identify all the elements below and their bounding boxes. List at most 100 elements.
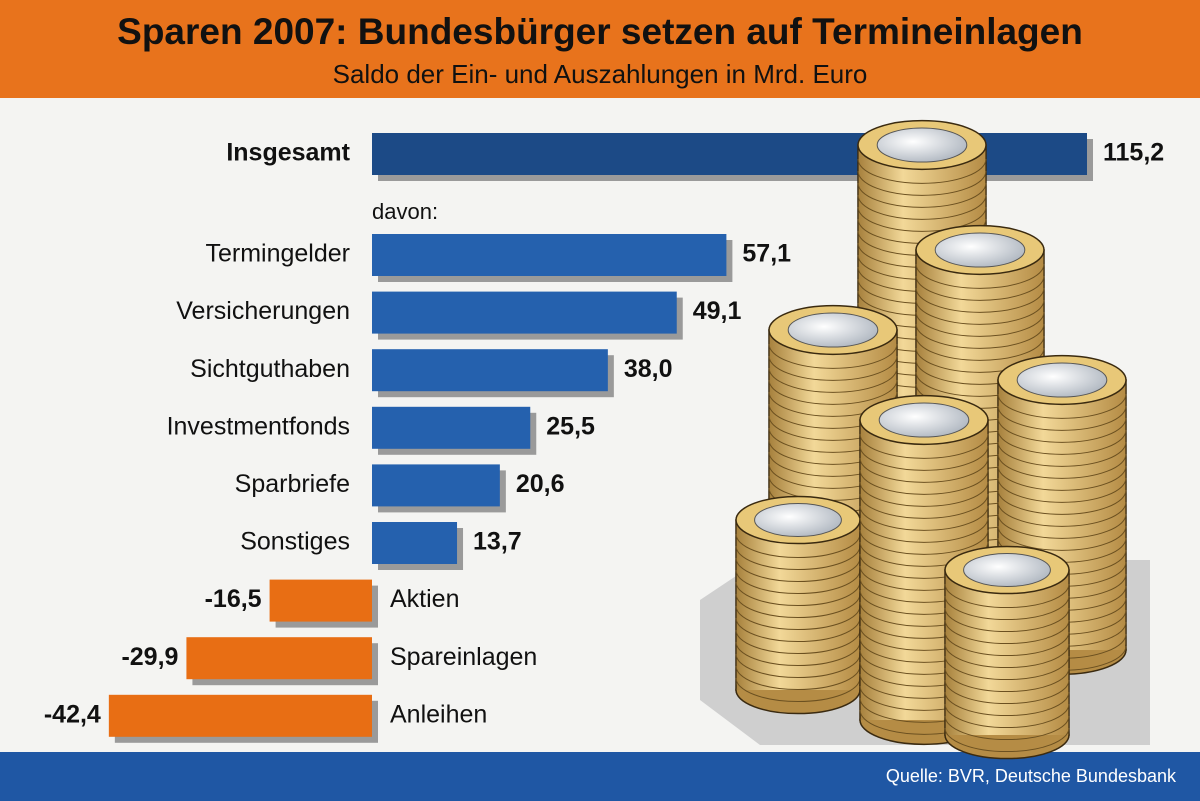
coin-edge (857, 158, 987, 184)
value-label: -42,4 (44, 700, 101, 728)
coin-edge (859, 505, 989, 531)
coin-edge (997, 501, 1127, 527)
value-label: 38,0 (624, 355, 673, 383)
coin-edge (768, 367, 898, 393)
coin-edge (859, 481, 989, 507)
coin-edge (857, 170, 987, 196)
coin-edge (735, 593, 861, 619)
category-label: Sonstiges (240, 528, 350, 556)
coin-edge (768, 379, 898, 405)
coin-edge (997, 525, 1127, 551)
bar (372, 406, 531, 449)
coin-edge (735, 629, 861, 655)
coin-edge (859, 517, 989, 543)
coin-edge (735, 653, 861, 679)
value-label: 49,1 (693, 297, 742, 325)
value-label: -29,9 (121, 643, 178, 671)
coin-edge (735, 557, 861, 583)
value-label: -16,5 (205, 585, 262, 613)
coin-edge (944, 631, 1070, 657)
coin-edge (997, 429, 1127, 455)
coin-edge (859, 457, 989, 483)
coin-edge (944, 607, 1070, 633)
category-label: Sichtguthaben (190, 355, 350, 383)
coin-edge (859, 469, 989, 495)
footer-band (0, 752, 1200, 801)
coin-edge (735, 605, 861, 631)
value-label: 20,6 (516, 470, 565, 498)
coin-stack (945, 570, 1069, 735)
coin-edge (997, 417, 1127, 443)
bar (372, 349, 608, 392)
coin-edge (944, 583, 1070, 609)
coin-center (878, 402, 970, 438)
coin-edge (735, 569, 861, 595)
coin-edge (915, 311, 1045, 337)
coin-edge (915, 263, 1045, 289)
chart-subtitle: Saldo der Ein- und Auszahlungen in Mrd. … (333, 59, 868, 89)
coin-edge (944, 595, 1070, 621)
coin-edge (857, 194, 987, 220)
header-band (0, 0, 1200, 98)
coin-edge (859, 433, 989, 459)
coin-edge (735, 677, 861, 703)
value-label: 57,1 (742, 240, 791, 268)
chart-title: Sparen 2007: Bundesbürger setzen auf Ter… (117, 11, 1083, 52)
coins (735, 119, 1127, 760)
coin-edge (768, 355, 898, 381)
coin-center (787, 312, 879, 348)
coin-edge (915, 287, 1045, 313)
coin-center (963, 553, 1051, 587)
category-label: Spareinlagen (390, 643, 537, 671)
category-label: Versicherungen (176, 297, 350, 325)
coin-edge (944, 619, 1070, 645)
coin-center (754, 503, 842, 537)
coin-edge (915, 275, 1045, 301)
value-label: 115,2 (1103, 139, 1164, 167)
source: Quelle: BVR, Deutsche Bundesbank (886, 766, 1177, 786)
coin-center (1016, 362, 1108, 398)
coin-edge (944, 691, 1070, 717)
coin-edge (859, 529, 989, 555)
coin-edge (944, 667, 1070, 693)
coin-edge (997, 393, 1127, 419)
bar (372, 464, 500, 507)
coin-edge (735, 641, 861, 667)
annotation: davon: (372, 199, 438, 224)
bar (186, 637, 372, 680)
coin-edge (735, 545, 861, 571)
value-label: 13,7 (473, 528, 522, 556)
bars: Insgesamt 115,2 Termingelder 57,1 Versicheru… (44, 133, 1164, 743)
coin-edge (915, 299, 1045, 325)
category-label: Sparbriefe (235, 470, 350, 498)
coin-edge (997, 465, 1127, 491)
coin-edge (997, 489, 1127, 515)
coin-edge (997, 453, 1127, 479)
coin-edge (859, 493, 989, 519)
coin-center (876, 127, 968, 163)
bar (372, 522, 458, 564)
coin-edge (944, 679, 1070, 705)
coin-edge (768, 343, 898, 369)
coin-edge (735, 581, 861, 607)
bar (108, 694, 373, 737)
coin-stack (736, 520, 860, 690)
coin-edge (944, 703, 1070, 729)
category-label: Investmentfonds (167, 412, 350, 440)
category-label: Insgesamt (226, 139, 350, 167)
coin-edge (857, 206, 987, 232)
bar (269, 579, 372, 622)
bar (372, 234, 727, 276)
coin-edge (997, 441, 1127, 467)
category-label: Anleihen (390, 700, 487, 728)
coin-edge (735, 617, 861, 643)
coin-center (934, 232, 1026, 268)
coin-edge (857, 182, 987, 208)
coin-edge (997, 405, 1127, 431)
coin-edge (997, 513, 1127, 539)
coin-edge (944, 643, 1070, 669)
value-label: 25,5 (546, 412, 595, 440)
coin-edge (944, 715, 1070, 741)
coin-edge (859, 445, 989, 471)
